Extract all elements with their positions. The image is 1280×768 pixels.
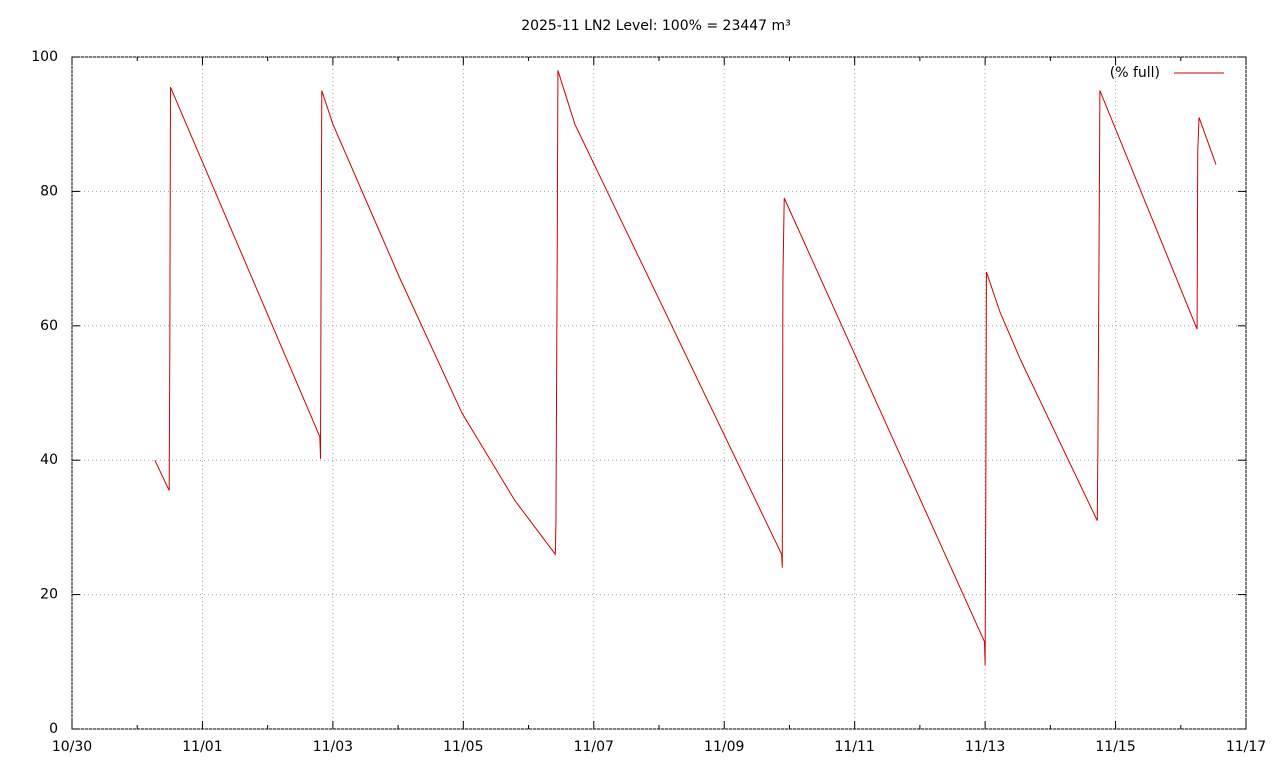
x-tick-label: 11/07: [574, 739, 614, 755]
y-tick-label: 40: [40, 452, 58, 468]
plot-frame: [71, 56, 1247, 730]
y-tick-label: 80: [40, 183, 58, 199]
y-tick-label: 100: [31, 49, 58, 65]
legend-label: (% full): [1110, 65, 1160, 81]
x-tick-label: 10/30: [52, 739, 92, 755]
x-tick-label: 11/11: [834, 739, 874, 755]
y-tick-label: 20: [40, 587, 58, 603]
x-tick-label: 11/13: [965, 739, 1005, 755]
x-tick-label: 11/17: [1226, 739, 1266, 755]
x-tick-label: 11/05: [443, 739, 483, 755]
x-tick-label: 11/01: [182, 739, 222, 755]
y-tick-label: 60: [40, 318, 58, 334]
x-tick-label: 11/03: [313, 739, 353, 755]
data-line: [154, 70, 1217, 666]
x-tick-label: 11/15: [1095, 739, 1135, 755]
chart-title: 2025-11 LN2 Level: 100% = 23447 m³: [521, 18, 791, 34]
x-tick-label: 11/09: [704, 739, 744, 755]
y-tick-label: 0: [49, 721, 58, 737]
